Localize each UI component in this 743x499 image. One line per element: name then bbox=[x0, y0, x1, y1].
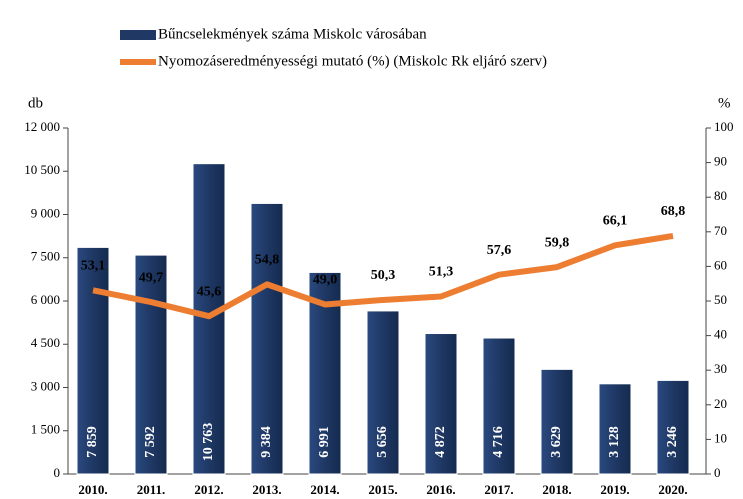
x-tick-label: 2019. bbox=[600, 482, 629, 497]
y-tick-label: 12 000 bbox=[24, 119, 60, 134]
y2-tick-label: 50 bbox=[714, 292, 727, 307]
y2-tick-label: 10 bbox=[714, 430, 727, 445]
y2-tick-label: 90 bbox=[714, 154, 727, 169]
y-tick-label: 9 000 bbox=[31, 205, 60, 220]
y2-tick-label: 60 bbox=[714, 257, 727, 272]
line-value-label: 68,8 bbox=[661, 204, 686, 219]
bar bbox=[192, 163, 226, 475]
y2-axis-label: % bbox=[718, 95, 731, 111]
line-value-label: 57,6 bbox=[487, 243, 512, 258]
line-value-label: 51,3 bbox=[429, 265, 454, 280]
bar-value-label: 5 656 bbox=[375, 426, 390, 458]
legend-label: Bűncselekmények száma Miskolc városában bbox=[158, 26, 427, 42]
x-tick-label: 2016. bbox=[426, 482, 455, 497]
bar bbox=[482, 337, 516, 475]
bar-value-label: 9 384 bbox=[259, 426, 274, 458]
bar-value-label: 4 872 bbox=[433, 426, 448, 458]
bar bbox=[598, 383, 632, 475]
x-tick-label: 2017. bbox=[484, 482, 513, 497]
line-value-label: 59,8 bbox=[545, 235, 570, 250]
line-value-label: 53,1 bbox=[81, 258, 106, 273]
x-tick-label: 2020. bbox=[658, 482, 687, 497]
y-tick-label: 4 500 bbox=[31, 335, 60, 350]
bar bbox=[540, 368, 574, 475]
y2-tick-label: 30 bbox=[714, 361, 727, 376]
bar-value-label: 7 592 bbox=[143, 426, 158, 458]
y2-tick-label: 80 bbox=[714, 188, 727, 203]
bar bbox=[424, 333, 458, 475]
bar-value-label: 3 128 bbox=[607, 426, 622, 458]
y2-tick-label: 0 bbox=[714, 465, 721, 480]
y2-tick-label: 20 bbox=[714, 396, 727, 411]
x-tick-label: 2011. bbox=[137, 482, 166, 497]
bar bbox=[366, 310, 400, 475]
line-value-label: 49,0 bbox=[313, 273, 338, 288]
line-value-label: 50,3 bbox=[371, 268, 396, 283]
bar-value-label: 6 991 bbox=[317, 426, 332, 458]
y-tick-label: 6 000 bbox=[31, 292, 60, 307]
bar bbox=[250, 202, 284, 475]
y-tick-label: 10 500 bbox=[24, 162, 60, 177]
y-tick-label: 7 500 bbox=[31, 249, 60, 264]
bar-value-label: 3 246 bbox=[665, 426, 680, 458]
y-tick-label: 3 000 bbox=[31, 378, 60, 393]
y-tick-label: 1 500 bbox=[31, 422, 60, 437]
line-value-label: 49,7 bbox=[139, 270, 164, 285]
x-tick-label: 2010. bbox=[78, 482, 107, 497]
line-value-label: 66,1 bbox=[603, 214, 628, 229]
x-tick-label: 2014. bbox=[310, 482, 339, 497]
bar bbox=[134, 254, 168, 475]
bar-value-label: 4 716 bbox=[491, 426, 506, 458]
bar bbox=[656, 379, 690, 475]
bar-value-label: 7 859 bbox=[85, 426, 100, 458]
x-tick-label: 2012. bbox=[194, 482, 223, 497]
y-axis-label: db bbox=[28, 95, 43, 111]
line bbox=[92, 232, 674, 320]
y2-tick-label: 40 bbox=[714, 327, 727, 342]
legend-label: Nyomozáseredményességi mutató (%) (Misko… bbox=[158, 53, 547, 69]
y2-tick-label: 100 bbox=[714, 119, 734, 134]
bar-value-label: 10 763 bbox=[201, 423, 216, 462]
line-value-label: 54,8 bbox=[255, 253, 280, 268]
bar bbox=[76, 246, 110, 475]
y-tick-label: 0 bbox=[54, 465, 61, 480]
x-tick-label: 2018. bbox=[542, 482, 571, 497]
bar-value-label: 3 629 bbox=[549, 426, 564, 458]
legend-swatch bbox=[120, 30, 156, 40]
x-tick-label: 2015. bbox=[368, 482, 397, 497]
x-tick-label: 2013. bbox=[252, 482, 281, 497]
y2-tick-label: 70 bbox=[714, 223, 727, 238]
line-value-label: 45,6 bbox=[197, 284, 222, 299]
